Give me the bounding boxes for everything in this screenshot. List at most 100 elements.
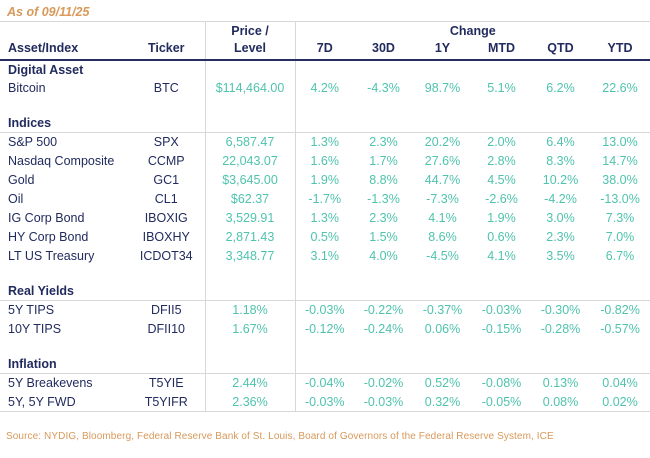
change-value-cell: 4.1% <box>428 211 457 225</box>
ticker-cell: IBOXIG <box>144 211 188 225</box>
section-label: Digital Asset <box>8 62 84 77</box>
change-value-cell: 1.7% <box>369 154 398 168</box>
change-value-cell: 6.4% <box>546 135 575 150</box>
change-value-cell: -13.0% <box>600 192 640 206</box>
ticker-cell: CL1 <box>154 192 178 206</box>
change-value-cell: 4.0% <box>369 249 398 263</box>
change-value-cell: 4.2% <box>310 81 340 95</box>
change-value-cell: 8.8% <box>369 173 398 187</box>
asset-name-cell: 5Y Breakevens <box>8 376 93 391</box>
col-header-1y: 1Y <box>434 40 451 55</box>
section-gap-row <box>0 338 650 355</box>
ticker-cell: SPX <box>153 135 179 150</box>
change-value-cell: 8.3% <box>546 154 575 168</box>
change-value-cell: 38.0% <box>602 173 638 187</box>
change-value-cell: 0.52% <box>424 376 461 391</box>
asset-name-cell: Nasdaq Composite <box>8 154 115 168</box>
change-value-cell: 13.0% <box>602 135 638 150</box>
change-value-cell: 1.3% <box>310 135 340 150</box>
section-label: Real Yields <box>0 281 205 301</box>
gap-price-spacer <box>204 97 296 114</box>
section-price-spacer <box>204 113 296 133</box>
change-value-cell: 4.1% <box>487 249 516 263</box>
change-value-cell: -0.02% <box>363 376 404 391</box>
change-value-cell: 44.7% <box>424 173 461 187</box>
change-value-cell: -0.05% <box>481 394 522 409</box>
ticker-cell: CCMP <box>147 154 185 168</box>
table-row: IG Corp Bond IBOXIG 3,529.91 1.3% 2.3% 4.1% 1.… <box>0 208 650 228</box>
price-level-cell: 2.44% <box>204 373 296 393</box>
price-level-cell: $114,464.00 <box>204 78 296 98</box>
change-value-cell: 2.3% <box>369 211 398 225</box>
change-value-cell: 4.5% <box>487 173 516 187</box>
gap-change-spacer <box>295 339 650 355</box>
price-level-cell: 3,348.77 <box>204 246 296 266</box>
change-value-cell: -2.6% <box>485 192 518 206</box>
ticker-cell: DFII5 <box>150 303 182 318</box>
gap-change-spacer <box>295 266 650 282</box>
change-value-cell: 0.13% <box>542 376 579 391</box>
price-level-cell: 6,587.47 <box>204 132 296 152</box>
asset-name-cell: Oil <box>8 192 24 206</box>
asset-name-cell: Gold <box>8 173 35 187</box>
change-value-cell: 22.6% <box>602 81 638 95</box>
change-value-cell: 10.2% <box>542 173 579 187</box>
change-value-cell: 2.3% <box>546 230 575 244</box>
change-value-cell: -0.30% <box>540 303 581 318</box>
section-header-row: Indices <box>0 113 650 133</box>
ticker-cell: GC1 <box>153 173 180 187</box>
change-value-cell: 3.5% <box>546 249 575 263</box>
asset-name-cell: S&P 500 <box>8 135 58 150</box>
price-level-cell: 1.18% <box>204 300 296 320</box>
table-row: Oil CL1 $62.37 -1.7% -1.3% -7.3% -2.6% -4.2% -13… <box>0 189 650 209</box>
change-value-cell: 1.6% <box>310 154 340 168</box>
change-value-cell: 2.0% <box>487 135 516 150</box>
table-row: Gold GC1 $3,645.00 1.9% 8.8% 44.7% 4.5% 10.2% 38… <box>0 170 650 190</box>
change-value-cell: 1.9% <box>310 173 340 187</box>
change-value-cell: 0.6% <box>487 230 516 244</box>
section-header-row: Real Yields <box>0 281 650 301</box>
change-value-cell: -1.3% <box>367 192 400 206</box>
section-price-spacer <box>204 354 296 374</box>
section-change-spacer <box>295 281 650 301</box>
price-header-line1: Price / <box>231 23 269 38</box>
asset-name-cell: 10Y TIPS <box>8 322 62 336</box>
change-value-cell: -0.03% <box>304 303 345 318</box>
price-level-cell: 1.67% <box>204 319 296 339</box>
ticker-cell: ICDOT34 <box>139 249 193 263</box>
change-value-cell: 6.7% <box>605 249 635 263</box>
section-label: Inflation <box>0 354 205 374</box>
price-level-cell: 3,529.91 <box>204 208 296 228</box>
asset-name-cell: 5Y TIPS <box>8 303 55 318</box>
price-level-cell: 22,043.07 <box>204 151 296 171</box>
change-value-cell: 3.0% <box>546 211 575 225</box>
table-row: 10Y TIPS DFII10 1.67% -0.12% -0.24% 0.06% -0.1… <box>0 319 650 339</box>
ticker-cell: BTC <box>153 81 179 95</box>
col-header-asset-index: Asset/Index <box>8 40 79 55</box>
table-row: HY Corp Bond IBOXHY 2,871.43 0.5% 1.5% 8.6% 0.… <box>0 227 650 247</box>
section-change-spacer <box>295 113 650 133</box>
header-row-top: Asset/Index Ticker Price / Level Change <box>0 21 650 60</box>
section-gap-row <box>0 265 650 282</box>
table-row: Nasdaq Composite CCMP 22,043.07 1.6% 1.7% 27.… <box>0 151 650 171</box>
change-value-cell: 27.6% <box>424 154 461 168</box>
gap-price-spacer <box>204 265 296 282</box>
ticker-cell: IBOXHY <box>142 230 190 244</box>
ticker-cell: T5YIE <box>148 376 184 391</box>
asset-name-cell: HY Corp Bond <box>8 230 89 244</box>
change-value-cell: -4.5% <box>426 249 459 263</box>
asset-name-cell: 5Y, 5Y FWD <box>8 394 76 409</box>
change-value-cell: -0.12% <box>304 322 345 336</box>
change-value-cell: -0.03% <box>363 394 404 409</box>
change-value-cell: 1.9% <box>487 211 516 225</box>
change-value-cell: 98.7% <box>424 81 461 95</box>
change-value-cell: 2.8% <box>487 154 516 168</box>
gap-spacer <box>0 266 205 282</box>
table-row: 5Y, 5Y FWD T5YIFR 2.36% -0.03% -0.03% 0.32% -0… <box>0 392 650 412</box>
change-value-cell: 7.0% <box>605 230 635 244</box>
col-header-price-level: Price / Level <box>204 21 296 60</box>
price-level-cell: 2,871.43 <box>204 227 296 247</box>
table-row: Bitcoin BTC $114,464.00 4.2% -4.3% 98.7% 5.1% 6… <box>0 78 650 98</box>
section-header-row: Digital Asset <box>0 59 650 79</box>
change-value-cell: 1.3% <box>310 211 340 225</box>
